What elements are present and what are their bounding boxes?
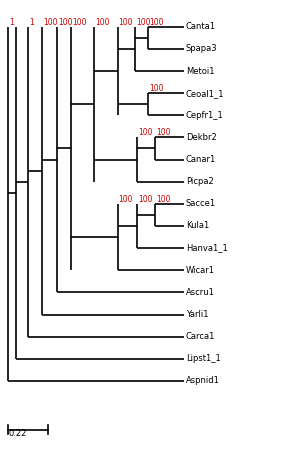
Text: 100: 100 (58, 18, 72, 27)
Text: Canar1: Canar1 (186, 155, 216, 164)
Text: Kula1: Kula1 (186, 221, 209, 231)
Text: 100: 100 (118, 195, 133, 204)
Text: Yarli1: Yarli1 (186, 310, 208, 319)
Text: Metoi1: Metoi1 (186, 67, 214, 75)
Text: Sacce1: Sacce1 (186, 200, 216, 208)
Text: 100: 100 (72, 18, 87, 27)
Text: Dekbr2: Dekbr2 (186, 133, 217, 142)
Text: 100: 100 (95, 18, 110, 27)
Text: 100: 100 (149, 84, 164, 93)
Text: Hanva1_1: Hanva1_1 (186, 244, 228, 253)
Text: Carca1: Carca1 (186, 332, 215, 341)
Text: Lipst1_1: Lipst1_1 (186, 354, 221, 363)
Text: 0.22: 0.22 (8, 430, 27, 438)
Text: Ceoal1_1: Ceoal1_1 (186, 89, 224, 98)
Text: 100: 100 (138, 128, 153, 138)
Text: 100: 100 (156, 128, 171, 138)
Text: 100: 100 (118, 18, 133, 27)
Text: Picpa2: Picpa2 (186, 177, 214, 186)
Text: 1: 1 (29, 18, 34, 27)
Text: Spapa3: Spapa3 (186, 44, 218, 53)
Text: Canta1: Canta1 (186, 22, 216, 31)
Text: 100: 100 (138, 195, 153, 204)
Text: Aspnid1: Aspnid1 (186, 376, 220, 385)
Text: 1: 1 (9, 18, 14, 27)
Text: 100: 100 (44, 18, 58, 27)
Text: Cepfr1_1: Cepfr1_1 (186, 111, 224, 120)
Text: 100: 100 (136, 18, 151, 27)
Text: 100: 100 (156, 195, 171, 204)
Text: 100: 100 (149, 18, 164, 27)
Text: Ascru1: Ascru1 (186, 288, 215, 297)
Text: Wicar1: Wicar1 (186, 266, 215, 275)
